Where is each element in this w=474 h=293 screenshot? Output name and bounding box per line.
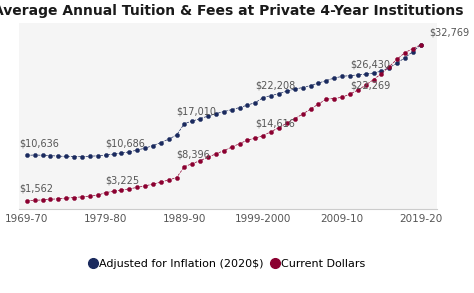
Text: $17,010: $17,010 bbox=[176, 107, 217, 117]
Text: $22,269: $22,269 bbox=[350, 80, 390, 90]
Current Dollars bbox=[308, 107, 313, 111]
Adjusted for Inflation (2020$) bbox=[158, 141, 164, 144]
Text: $14,616: $14,616 bbox=[255, 118, 295, 129]
Text: $3,225: $3,225 bbox=[106, 176, 140, 185]
Adjusted for Inflation (2020$) bbox=[79, 155, 85, 159]
Current Dollars bbox=[410, 47, 416, 50]
Adjusted for Inflation (2020$) bbox=[410, 50, 416, 53]
Adjusted for Inflation (2020$) bbox=[316, 81, 321, 85]
Adjusted for Inflation (2020$) bbox=[118, 151, 124, 155]
Text: $32,769: $32,769 bbox=[429, 28, 469, 38]
Current Dollars bbox=[150, 182, 156, 186]
Adjusted for Inflation (2020$) bbox=[24, 154, 30, 157]
Current Dollars bbox=[142, 184, 148, 188]
Current Dollars bbox=[418, 43, 424, 46]
Current Dollars bbox=[284, 121, 290, 125]
Text: $26,430: $26,430 bbox=[350, 59, 390, 69]
Text: $10,636: $10,636 bbox=[19, 138, 59, 149]
Line: Adjusted for Inflation (2020$): Adjusted for Inflation (2020$) bbox=[25, 42, 423, 159]
Current Dollars bbox=[24, 199, 30, 202]
Adjusted for Inflation (2020$) bbox=[150, 144, 156, 147]
Legend: Adjusted for Inflation (2020$), Current Dollars: Adjusted for Inflation (2020$), Current … bbox=[86, 255, 370, 273]
Line: Current Dollars: Current Dollars bbox=[25, 42, 423, 203]
Title: Average Annual Tuition & Fees at Private 4-Year Institutions: Average Annual Tuition & Fees at Private… bbox=[0, 4, 463, 18]
Adjusted for Inflation (2020$) bbox=[292, 87, 298, 91]
Text: $10,686: $10,686 bbox=[106, 138, 146, 148]
Text: $22,208: $22,208 bbox=[255, 81, 296, 91]
Text: $8,396: $8,396 bbox=[176, 150, 210, 160]
Adjusted for Inflation (2020$) bbox=[418, 43, 424, 46]
Text: $1,562: $1,562 bbox=[19, 184, 53, 194]
Current Dollars bbox=[110, 190, 116, 193]
